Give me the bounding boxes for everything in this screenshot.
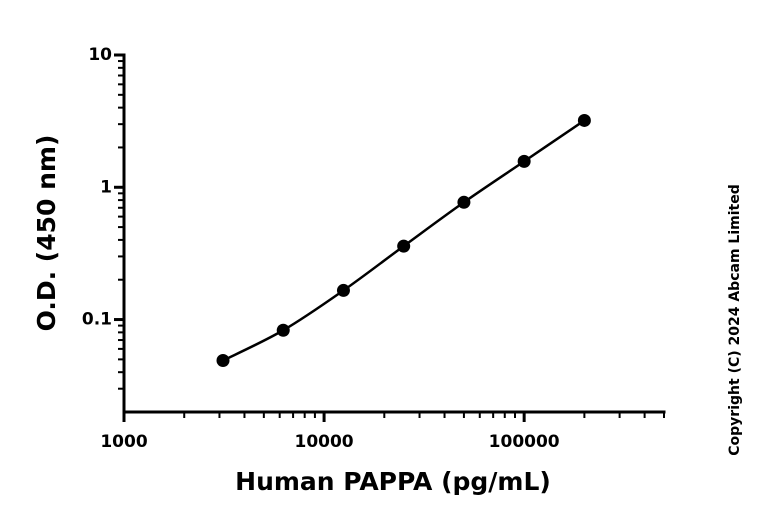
x-tick-label: 1000 [100,432,147,452]
data-point [336,283,350,297]
copyright: Copyright (C) 2024 Abcam Limited [727,184,743,455]
y-tick-label: 1 [100,177,112,197]
x-tick-label: 10000 [294,432,353,452]
y-tick-label: 10 [88,45,112,65]
x-tick-label: 100000 [489,432,560,452]
data-point [397,239,411,253]
x-axis-label: Human PAPPA (pg/mL) [235,467,551,496]
y-tick-label: 0.1 [82,310,112,330]
data-point [276,323,290,337]
data-point [216,354,230,368]
y-axis-label: O.D. (450 nm) [32,135,61,332]
data-point [457,195,471,209]
data-point [577,113,591,127]
data-point [517,154,531,168]
